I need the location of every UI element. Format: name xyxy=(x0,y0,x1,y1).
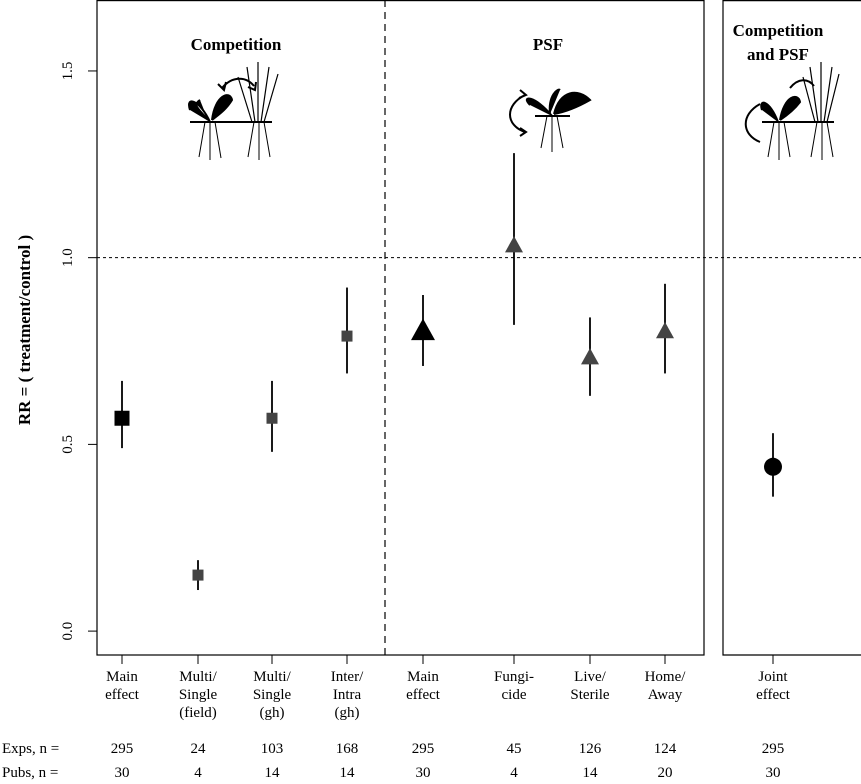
x-tick-label: Main effect xyxy=(105,669,140,703)
competition-icon xyxy=(188,62,279,160)
psf-icon xyxy=(509,88,592,152)
y-tick-label: 0.0 xyxy=(60,622,76,641)
group-title: Competition xyxy=(191,35,282,54)
pubs-count: 4 xyxy=(194,765,202,781)
pubs-count: 4 xyxy=(510,765,518,781)
row-label: Pubs, n = xyxy=(2,765,58,781)
exps-count: 168 xyxy=(336,741,359,757)
x-tick-label: Home/Away xyxy=(645,669,687,703)
point xyxy=(411,318,435,341)
pubs-count: 30 xyxy=(115,765,130,781)
x-tick-label: Multi/Single (field) xyxy=(179,669,218,721)
point xyxy=(341,330,353,342)
exps-count: 45 xyxy=(507,741,522,757)
pubs-count: 14 xyxy=(340,765,356,781)
point xyxy=(656,322,674,339)
point xyxy=(505,236,523,253)
point xyxy=(266,412,278,424)
pubs-count: 14 xyxy=(265,765,281,781)
x-tick-label: Inter/Intra (gh) xyxy=(331,669,364,721)
exps-count: 295 xyxy=(412,741,435,757)
row-label: Exps, n = xyxy=(2,741,59,757)
pubs-count: 20 xyxy=(658,765,673,781)
group-title: PSF xyxy=(533,35,563,54)
x-tick-label: Main effect xyxy=(406,669,441,703)
pubs-count: 30 xyxy=(416,765,431,781)
exps-count: 295 xyxy=(111,741,134,757)
point xyxy=(581,348,599,365)
joint-icon xyxy=(744,62,840,160)
x-tick-label: Joint effect xyxy=(756,669,791,703)
exps-count: 124 xyxy=(654,741,677,757)
group-title: Competition and PSF xyxy=(733,21,824,64)
exps-count: 24 xyxy=(191,741,207,757)
exps-count: 295 xyxy=(762,741,785,757)
y-tick-label: 1.0 xyxy=(60,248,76,267)
pubs-count: 14 xyxy=(583,765,599,781)
exps-count: 126 xyxy=(579,741,602,757)
right-panel-frame xyxy=(722,0,861,656)
x-tick-label: Fungi-cide xyxy=(494,669,534,703)
exps-count: 103 xyxy=(261,741,284,757)
y-axis-label: RR = ( treatment/control ) xyxy=(15,235,34,425)
x-tick-label: Live/Sterile xyxy=(570,669,609,703)
point xyxy=(764,457,782,476)
y-tick-label: 1.5 xyxy=(60,62,76,81)
y-tick-label: 0.5 xyxy=(60,435,76,454)
point xyxy=(192,569,204,581)
point xyxy=(114,410,130,426)
pubs-count: 30 xyxy=(766,765,781,781)
x-tick-label: Multi/Single (gh) xyxy=(253,669,292,721)
left-panel-frame xyxy=(96,0,705,656)
